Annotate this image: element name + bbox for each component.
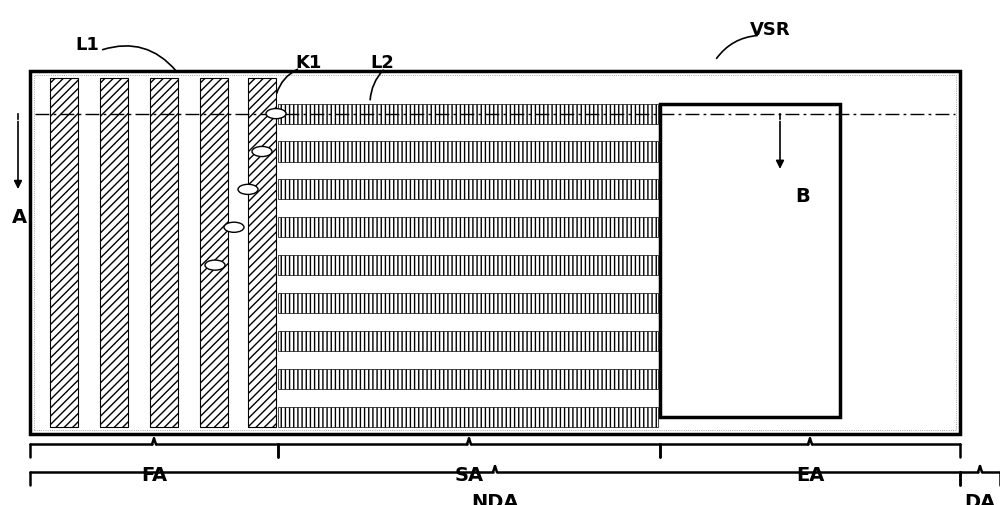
Text: NDA: NDA <box>471 493 519 505</box>
Bar <box>278 369 658 389</box>
Circle shape <box>205 260 225 270</box>
Text: DA: DA <box>964 493 996 505</box>
Bar <box>660 104 840 417</box>
Bar <box>278 217 658 237</box>
Circle shape <box>238 184 258 194</box>
Bar <box>278 141 658 162</box>
Bar <box>248 78 276 427</box>
Bar <box>30 71 960 434</box>
Text: EA: EA <box>796 466 824 485</box>
Text: L1: L1 <box>75 36 99 55</box>
Bar <box>278 179 658 199</box>
Circle shape <box>266 109 286 119</box>
Circle shape <box>224 222 244 232</box>
Bar <box>150 78 178 427</box>
Bar <box>50 78 78 427</box>
Bar <box>278 255 658 275</box>
Bar <box>278 407 658 427</box>
Bar <box>34 75 956 430</box>
Bar <box>278 331 658 351</box>
Bar <box>278 293 658 313</box>
Text: FA: FA <box>141 466 167 485</box>
Bar <box>278 104 658 124</box>
Bar <box>200 78 228 427</box>
Text: B: B <box>795 187 810 207</box>
Text: A: A <box>12 208 27 227</box>
Circle shape <box>252 146 272 157</box>
Bar <box>100 78 128 427</box>
Text: L2: L2 <box>370 54 394 72</box>
Text: VSR: VSR <box>750 21 791 39</box>
Text: K1: K1 <box>295 54 321 72</box>
Text: SA: SA <box>454 466 484 485</box>
